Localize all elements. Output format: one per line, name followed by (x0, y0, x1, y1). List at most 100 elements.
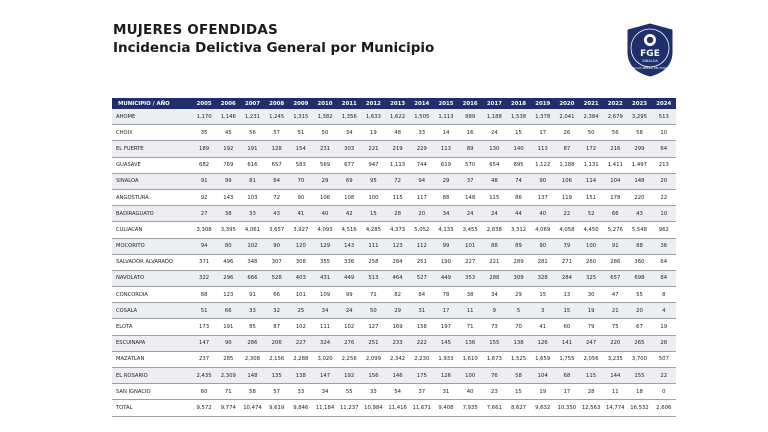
table-cell: 4,516 (337, 221, 362, 239)
table-cell: 154 (288, 140, 313, 158)
table-cell: 56 (240, 124, 265, 142)
table-cell: 11,671 (409, 399, 434, 417)
table-cell: 299 (627, 140, 652, 158)
table-cell: 34 (433, 205, 459, 223)
table-cell: 115 (385, 189, 410, 207)
table-cell: 50 (312, 124, 338, 142)
table-cell: 94 (409, 173, 434, 190)
table-cell: 189 (192, 140, 217, 158)
table-cell: 1,382 (312, 109, 338, 126)
table-cell: 10,474 (240, 399, 265, 417)
table-cell: 128 (264, 140, 289, 158)
table-cell: 23 (482, 383, 507, 401)
table-cell: 51 (288, 124, 313, 142)
table-cell: 43 (627, 205, 652, 223)
logo-subtext: SINALOA (642, 59, 658, 63)
table-cell: 15 (530, 286, 555, 304)
table-cell: 5,276 (603, 221, 628, 239)
table-cell: 4,093 (312, 221, 338, 239)
table-cell: 19 (579, 302, 604, 320)
table-cell: 143 (337, 238, 362, 255)
table-cell: 1,411 (603, 157, 628, 174)
table-cell: 41 (288, 205, 313, 223)
table-cell: 155 (627, 367, 652, 385)
table-cell: 22 (651, 367, 676, 385)
table-cell: 37 (409, 383, 434, 401)
table-cell: 74 (506, 173, 531, 190)
table-row: GUASAVE 682 769 616 657 583 569 677 947 1,113 744 6… (112, 157, 676, 174)
table-cell: 220 (627, 189, 652, 207)
table-cell: 90 (530, 173, 555, 190)
table-cell: 1,170 (192, 109, 217, 126)
table-cell: 3,455 (458, 221, 483, 239)
table-cell: 90 (530, 238, 555, 255)
table-cell: 583 (288, 157, 313, 174)
table-cell: 1,315 (288, 109, 313, 126)
table-cell: 33 (409, 124, 434, 142)
table-cell: 89 (458, 140, 483, 158)
table-cell: 113 (433, 140, 459, 158)
table-cell: 191 (240, 140, 265, 158)
table-cell: 138 (506, 335, 531, 352)
table-cell: 16,532 (627, 399, 652, 417)
table-cell: 60 (554, 318, 579, 336)
table-cell: 11 (458, 302, 483, 320)
table-cell: 698 (627, 270, 652, 288)
table-cell: 2,384 (579, 109, 604, 126)
table-cell: 3,312 (506, 221, 531, 239)
table-cell: 81 (240, 173, 265, 190)
table-cell: 7,661 (482, 399, 507, 417)
table-cell: 449 (337, 270, 362, 288)
table-cell: 33 (240, 302, 265, 320)
table-cell: 1,356 (337, 109, 362, 126)
table-cell: 9,572 (192, 399, 217, 417)
municipio-name: CONCORDIA (112, 286, 192, 304)
table-cell: 260 (579, 254, 604, 271)
table-cell: 219 (385, 140, 410, 158)
column-header-year: 2021 (579, 98, 604, 109)
column-header-year: 2005 (192, 98, 217, 109)
table-cell: 2,679 (603, 109, 628, 126)
table-cell: 50 (361, 302, 386, 320)
table-cell: 156 (361, 367, 386, 385)
table-cell: 464 (385, 270, 410, 288)
table-cell: 29 (433, 173, 459, 190)
table-cell: 114 (579, 173, 604, 190)
table-cell: 190 (433, 254, 459, 271)
table-cell: 58 (240, 383, 265, 401)
table-row: CONCORDIA 88 123 91 66 101 109 99 71 82 84 78 38 34 29… (112, 286, 676, 304)
table-row: ELOTA 173 191 85 87 102 111 102 127 169 158 197 71 73… (112, 318, 676, 336)
table-cell: 2,099 (361, 351, 386, 369)
table-cell: 962 (651, 221, 676, 239)
municipio-name: SAN IGNACIO (112, 383, 192, 401)
table-cell: 657 (603, 270, 628, 288)
table-cell: 325 (579, 270, 604, 288)
table-cell: 251 (409, 254, 434, 271)
table-cell: 141 (554, 335, 579, 352)
table-row: CULIACAN 3,308 3,395 4,061 3,657 3,927 4,093 4,… (112, 221, 676, 239)
table-cell: 9,774 (216, 399, 241, 417)
table-cell: 197 (433, 318, 459, 336)
table-cell: 308 (288, 254, 313, 271)
table-cell: 102 (240, 238, 265, 255)
table-cell: 60 (192, 383, 217, 401)
page-title: MUJERES OFENDIDAS (113, 22, 278, 38)
table-cell: 146 (385, 367, 410, 385)
table-cell: 360 (627, 254, 652, 271)
municipio-name: TOTAL (112, 399, 192, 417)
table-cell: 45 (216, 124, 241, 142)
municipio-name: COSALA (112, 302, 192, 320)
table-cell: 3,657 (264, 221, 289, 239)
table-cell: 115 (579, 367, 604, 385)
table-cell: 108 (337, 189, 362, 207)
table-cell: 496 (216, 254, 241, 271)
table-cell: 570 (458, 157, 483, 174)
table-cell: 307 (264, 254, 289, 271)
table-cell: 449 (433, 270, 459, 288)
table-cell: 92 (192, 189, 217, 207)
table-cell: 284 (385, 254, 410, 271)
table-cell: 3,700 (627, 351, 652, 369)
table-cell: 14 (433, 124, 459, 142)
table-cell: 2,838 (482, 221, 507, 239)
table-cell: 296 (216, 270, 241, 288)
